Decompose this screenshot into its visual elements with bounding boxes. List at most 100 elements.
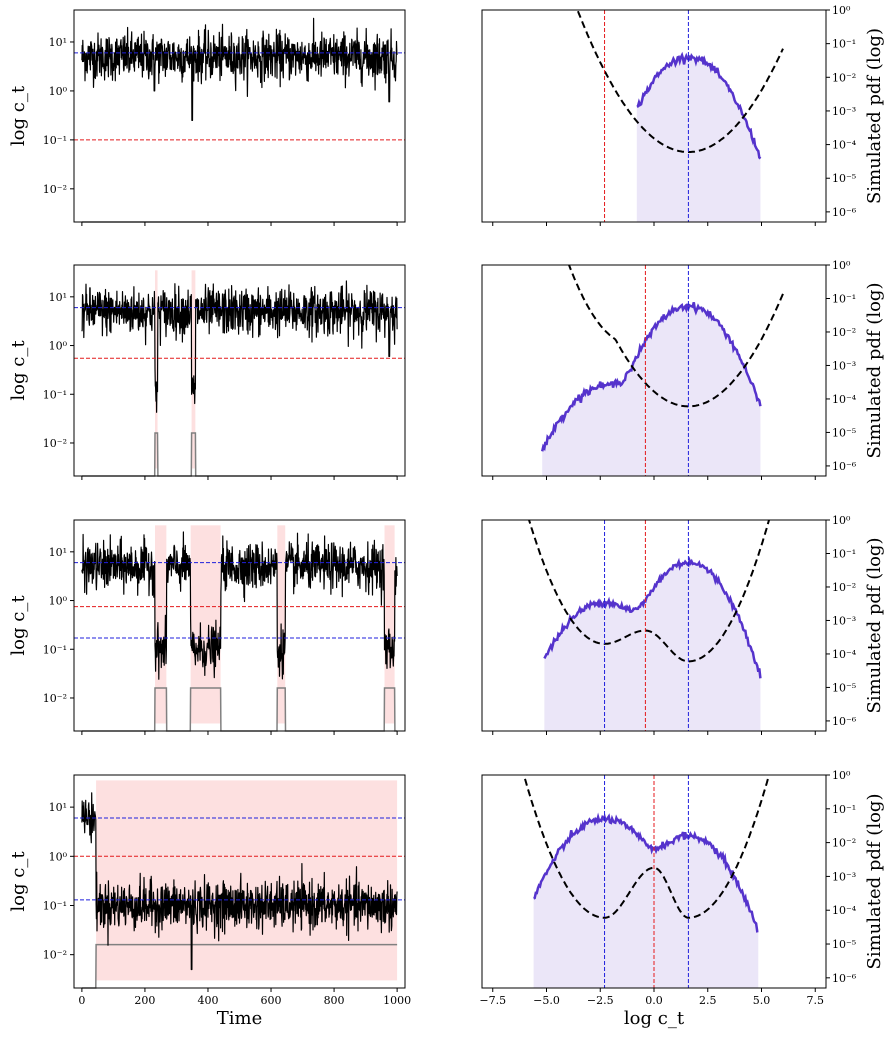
pdf-line: [540, 301, 762, 452]
y-tick-label: 10⁻⁴: [832, 393, 857, 406]
x-tick-label: −2.5: [587, 994, 614, 1007]
x-tick-label: 200: [134, 994, 155, 1007]
y-tick-label: 10⁻¹: [43, 899, 67, 912]
x-tick-label: 600: [261, 994, 282, 1007]
y-tick-label: 10⁻⁴: [832, 139, 857, 152]
x-tick-label: 2.5: [699, 994, 717, 1007]
y-tick-label: 10⁰: [832, 769, 851, 782]
regime-indicator-line: [81, 943, 398, 989]
right-panel-row-3: 10⁻⁶ 10⁻⁵ 10⁻⁴ 10⁻³ 10⁻² 10⁻¹ 10⁰ Simulated pdf…: [481, 514, 885, 735]
x-axis-label: Time: [217, 1008, 262, 1029]
x-tick-label: 5.0: [753, 994, 771, 1007]
y-tick-label: 10¹: [49, 546, 67, 559]
pdf-line: [543, 556, 762, 679]
trajectory-line: [81, 531, 398, 680]
y-tick-label: 10⁻⁶: [832, 460, 857, 473]
y-tick-label: 10⁻²: [43, 692, 67, 705]
regime-indicator-line: [81, 432, 398, 477]
y-axis-label: Simulated pdf (log): [864, 283, 885, 459]
y-tick-label: 10¹: [49, 801, 67, 814]
y-tick-label: 10⁰: [832, 4, 851, 17]
y-axis-label: log c_t: [8, 851, 29, 912]
y-axis-label: Simulated pdf (log): [864, 28, 885, 204]
x-axis-label: log c_t: [624, 1008, 685, 1029]
y-tick-label: 10⁻⁶: [832, 972, 857, 985]
y-tick-label: 10⁻¹: [832, 38, 856, 51]
y-tick-label: 10⁻⁶: [832, 715, 857, 728]
x-tick-label: 400: [197, 994, 218, 1007]
pdf-line: [636, 51, 762, 160]
y-tick-label: 10⁰: [49, 85, 68, 98]
y-tick-label: 10⁻⁴: [832, 648, 857, 661]
y-tick-label: 10⁻²: [832, 71, 856, 84]
y-tick-label: 10⁻¹: [43, 134, 67, 147]
y-tick-label: 10⁻¹: [43, 643, 67, 656]
trajectory-line: [81, 17, 398, 122]
y-tick-label: 10⁻¹: [832, 292, 856, 305]
y-tick-label: 10⁻²: [43, 183, 67, 196]
potential-line: [567, 265, 784, 408]
y-tick-label: 10⁻²: [832, 837, 856, 850]
x-tick-label: 0.0: [645, 994, 663, 1007]
left-panel-row-2: 10⁻² 10⁻¹ 10⁰ 10¹ log c_t: [8, 264, 406, 480]
y-axis-label: log c_t: [8, 595, 29, 656]
y-tick-label: 10¹: [49, 291, 67, 304]
y-axis-label: Simulated pdf (log): [864, 794, 885, 970]
shaded-region: [155, 270, 158, 469]
y-tick-label: 10⁻³: [832, 105, 856, 118]
left-panel-row-4: 10⁻² 10⁻¹ 10⁰ 10¹ 0 200 400 600 800 1000 log c_t Ti…: [8, 774, 411, 1029]
left-panel-row-3: 10⁻² 10⁻¹ 10⁰ 10¹ log c_t: [8, 519, 406, 735]
y-tick-label: 10⁰: [49, 850, 68, 863]
x-tick-label: −5.0: [533, 994, 560, 1007]
y-tick-label: 10⁻⁵: [832, 172, 856, 185]
y-tick-label: 10⁰: [832, 259, 851, 272]
potential-line: [576, 10, 784, 153]
potential-line: [528, 520, 771, 663]
right-panel-row-2: 10⁻⁶ 10⁻⁵ 10⁻⁴ 10⁻³ 10⁻² 10⁻¹ 10⁰ Simulated pdf…: [481, 259, 885, 480]
pdf-fill: [533, 816, 759, 988]
y-tick-label: 10⁻²: [832, 581, 856, 594]
y-tick-label: 10⁻⁴: [832, 904, 857, 917]
y-tick-label: 10⁻¹: [832, 803, 856, 816]
pdf-line: [533, 812, 759, 933]
y-axis-label: log c_t: [8, 85, 29, 146]
x-tick-label: 7.5: [807, 994, 825, 1007]
y-tick-label: 10⁻²: [43, 949, 67, 962]
y-tick-label: 10¹: [49, 36, 67, 49]
y-tick-label: 10⁻⁵: [832, 938, 856, 951]
y-tick-label: 10⁻¹: [832, 547, 856, 560]
axes-frame: [73, 519, 406, 732]
shaded-region: [191, 270, 196, 469]
y-tick-label: 10⁰: [49, 340, 68, 353]
y-axis-label: Simulated pdf (log): [864, 538, 885, 714]
x-tick-label: 800: [324, 994, 345, 1007]
trajectory-line: [81, 792, 398, 971]
pdf-fill: [544, 560, 761, 731]
y-tick-label: 10⁻³: [832, 359, 856, 372]
shaded-region: [96, 780, 398, 981]
y-axis-label: log c_t: [8, 340, 29, 401]
y-tick-label: 10⁻²: [43, 437, 67, 450]
axes-frame: [73, 264, 406, 477]
y-tick-label: 10⁰: [49, 595, 68, 608]
y-tick-label: 10⁻³: [832, 870, 856, 883]
y-tick-label: 10⁻⁵: [832, 426, 856, 439]
y-tick-label: 10⁰: [832, 514, 851, 527]
x-tick-label: 1000: [383, 994, 411, 1007]
left-panel-row-1: 10⁻² 10⁻¹ 10⁰ 10¹ log c_t: [8, 9, 406, 226]
axes-frame: [73, 774, 406, 989]
y-tick-label: 10⁻²: [832, 326, 856, 339]
right-panel-row-1: 10⁻⁶ 10⁻⁵ 10⁻⁴ 10⁻³ 10⁻² 10⁻¹ 10⁰ Simulated pdf…: [481, 4, 885, 226]
x-tick-label: 0: [78, 994, 85, 1007]
regime-indicator-line: [81, 687, 398, 732]
pdf-fill: [542, 302, 761, 476]
x-tick-label: −7.5: [479, 994, 506, 1007]
y-tick-label: 10⁻⁶: [832, 206, 857, 219]
shaded-region: [384, 525, 395, 724]
shaded-region: [155, 525, 167, 724]
y-tick-label: 10⁻³: [832, 614, 856, 627]
trajectory-line: [81, 280, 398, 413]
axes-frame: [73, 9, 406, 223]
right-panel-row-4: 10⁻⁶ 10⁻⁵ 10⁻⁴ 10⁻³ 10⁻² 10⁻¹ 10⁰ −7.5 −5.0 −2.5 0…: [479, 769, 885, 1029]
